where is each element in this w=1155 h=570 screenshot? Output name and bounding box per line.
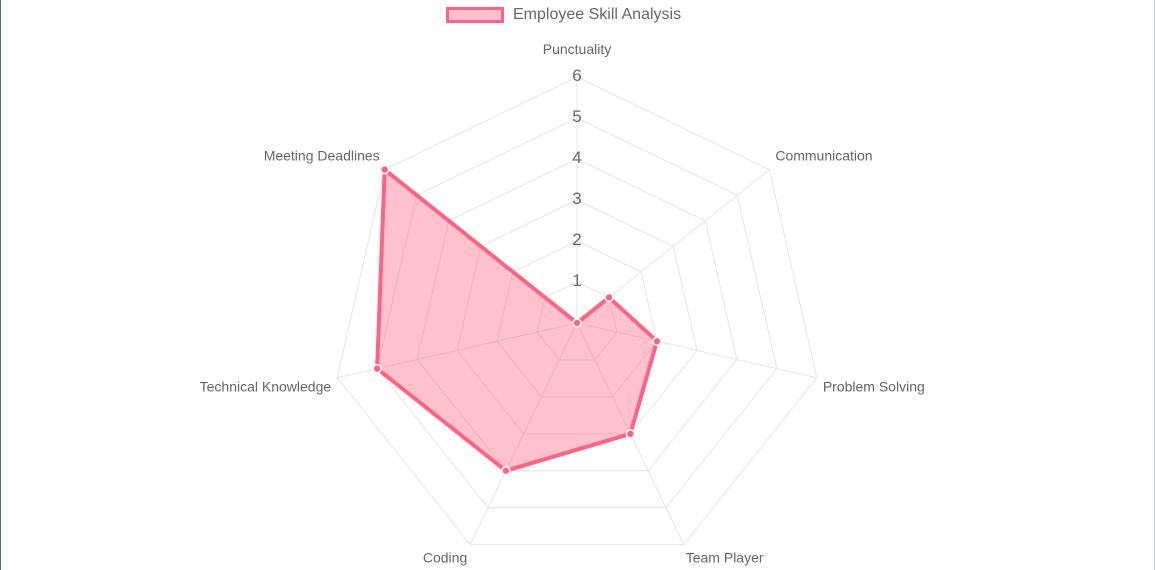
data-point-marker xyxy=(604,292,614,303)
data-point-marker xyxy=(379,164,390,175)
tick-label: 1 xyxy=(572,271,581,290)
grid-ring xyxy=(336,76,818,546)
legend-label: Employee Skill Analysis xyxy=(513,6,682,23)
data-point-marker xyxy=(501,466,511,476)
axis-label-problem-solving: Problem Solving xyxy=(823,379,925,395)
data-point-marker xyxy=(625,429,636,439)
tick-label: 4 xyxy=(572,148,581,167)
window-edge-left xyxy=(0,0,1,570)
grid-ring xyxy=(496,240,658,398)
axis-label-coding: Coding xyxy=(423,550,467,566)
axis-label-technical-knowledge: Technical Knowledge xyxy=(200,379,332,395)
data-point-marker xyxy=(572,318,582,328)
axis-label-team-player: Team Player xyxy=(686,550,764,566)
tick-label: 3 xyxy=(572,189,581,208)
data-point-marker xyxy=(372,363,382,374)
grid-ring xyxy=(376,117,778,509)
axis-label-punctuality: Punctuality xyxy=(543,41,611,57)
grid-ring xyxy=(536,281,618,361)
grid-spoke xyxy=(576,322,817,379)
legend-swatch xyxy=(446,7,504,23)
data-area xyxy=(375,167,659,473)
grid-spoke xyxy=(469,322,578,545)
data-point-marker xyxy=(652,336,662,346)
grid-ring xyxy=(416,158,738,472)
legend-item[interactable]: Employee Skill Analysis xyxy=(446,6,681,24)
tick-label: 5 xyxy=(572,107,581,126)
axis-label-meeting-deadlines: Meeting Deadlines xyxy=(264,148,380,164)
axis-label-communication: Communication xyxy=(775,148,872,164)
tick-label: 2 xyxy=(572,230,581,249)
grid-ring xyxy=(456,199,698,435)
tick-label: 6 xyxy=(572,66,581,85)
